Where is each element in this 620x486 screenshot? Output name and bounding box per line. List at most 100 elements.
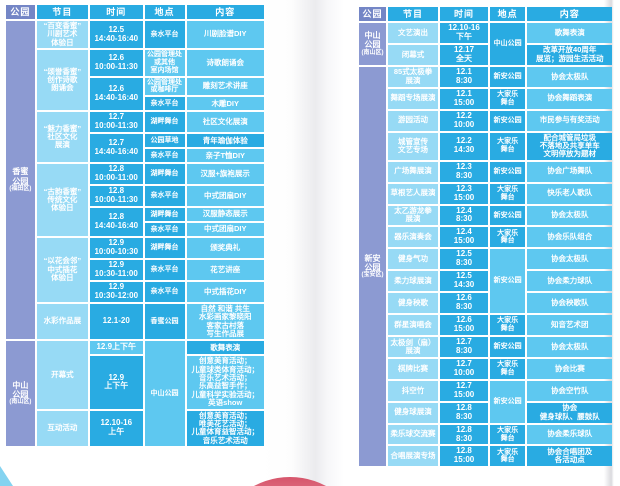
time-cell: 12.9 上下午 bbox=[90, 356, 143, 409]
time-cell: 12.9 10:30-11:00 bbox=[90, 259, 143, 280]
program-cell: 太乙游龙拳 展演 bbox=[387, 205, 439, 226]
content-cell: 木雕DIY bbox=[186, 97, 264, 111]
location-cell: 大家乐 舞台 bbox=[489, 183, 526, 204]
schedule-row: 12.8 14:40-16:40 湖畔舞台 汉服静态展示 bbox=[6, 208, 264, 237]
schedule-row: 太极剑（扇） 展演 12.7 8:30 新安公园 协会太极队 bbox=[359, 336, 612, 357]
location-cell: 香蜜公园 bbox=[144, 303, 185, 340]
content-cell: 协会秧歌队 bbox=[527, 293, 612, 314]
schedule-row: 闭幕式 12.17 全天 改革开放40周年 展览；游园生活活动 bbox=[359, 44, 612, 65]
content-cell: 社区文化展演 bbox=[186, 112, 264, 133]
park-cell: 中山 公园 (南山区) bbox=[359, 23, 386, 65]
program-cell: 合唱展演专场 bbox=[387, 446, 439, 467]
time-cell: 12.10-16 上午 bbox=[90, 410, 143, 447]
time-cell: 12.4 15:00 bbox=[440, 227, 488, 248]
schedule-row: 太乙游龙拳 展演 12.4 8:30 新安公园 协会太极队 bbox=[359, 205, 612, 226]
content-cell: 亲子T恤DIY bbox=[186, 149, 264, 163]
schedule-row: “颂誉香蜜” 创作诗歌 朗诵会 12.6 10:00-11:30 公园管理处 或其他… bbox=[6, 50, 264, 111]
content-cell: 中式团扇DIY bbox=[186, 186, 264, 207]
program-cell: 健身气功 bbox=[387, 249, 439, 270]
col-header-5: 内容 bbox=[527, 7, 612, 21]
location-cell: 亲水平台 bbox=[144, 149, 185, 163]
content-cell: 知音艺术团 bbox=[527, 315, 612, 335]
schedule-row: 合唱展演专场 12.8 15:00 大家乐 舞台 协会合唱团及 各活动点 bbox=[359, 446, 612, 467]
time-cell: 12.7 10:00 bbox=[440, 358, 488, 379]
content-cell: 配合城管局垃圾 不落地及共享单车 文明停放为题材 bbox=[527, 132, 612, 160]
col-header-1: 公园 bbox=[6, 5, 35, 19]
program-cell: “百变香蜜” 川剧艺术 体验日 bbox=[36, 21, 88, 49]
park-name: 香蜜 公园 bbox=[12, 167, 29, 186]
program-cell: “以花会邻” 中式插花 体验日 bbox=[36, 238, 88, 302]
schedule-row: 亲水平台 木雕DIY bbox=[6, 97, 264, 111]
location-cell: 新安公园 bbox=[489, 110, 526, 131]
schedule-row: “魅力香蜜” 社区文化 展演 12.7 10:00-11:30 湖畔舞台 社区文化展演 bbox=[6, 112, 264, 163]
content-cell: 花艺讲座 bbox=[186, 259, 264, 280]
program-cell: 文艺演出 bbox=[387, 23, 439, 43]
time-cell: 12.6 8:30 bbox=[440, 293, 488, 314]
time-cell: 12.5 14:30 bbox=[440, 271, 488, 292]
schedule-row: 12.9 10:30-12:00 亲水平台 中式插花DIY bbox=[6, 281, 264, 302]
time-cell: 12.4 8:30 bbox=[440, 205, 488, 226]
content-cell: 协会广场舞队 bbox=[527, 161, 612, 182]
content-cell: 青年瑜伽体验 bbox=[186, 134, 264, 148]
park-name: 中山 公园 bbox=[364, 31, 381, 50]
right-schedule: 公园 节目 时间 地点 内容 中山 公园 (南山区) 文艺演出 12.10-16 下午 中山公园歌… bbox=[357, 5, 614, 468]
program-cell: 水彩作品展 bbox=[36, 303, 88, 340]
schedule-table-right: 公园 节目 时间 地点 内容 中山 公园 (南山区) 文艺演出 12.10-16 下午 中山公园歌… bbox=[357, 5, 614, 468]
schedule-row: 12.9 上下午 创意美育活动； 儿童球类体育活动； 音乐艺术活动； 乐高益智手作… bbox=[6, 356, 264, 409]
left-schedule: 公园 节目 时间 地点 内容 香蜜 公园 (福田区) “百变香蜜” 川剧艺术 体验日 12.5 … bbox=[4, 3, 266, 448]
corner-triangle-decoration bbox=[0, 466, 13, 486]
col-header-3: 时间 bbox=[440, 7, 488, 21]
location-cell: 大家乐 舞台 bbox=[489, 227, 526, 248]
time-cell: 12.6 14:40-16:40 bbox=[90, 77, 143, 111]
time-cell: 12.6 10:00-11:30 bbox=[90, 50, 143, 76]
schedule-row: 亲水平台 中式团扇DIY bbox=[6, 223, 264, 237]
content-cell: 汉服静态展示 bbox=[186, 208, 264, 222]
content-cell: 歌舞表演 bbox=[186, 341, 264, 355]
program-cell: 健身球展演 bbox=[387, 402, 439, 423]
content-cell: 协会太极队 bbox=[527, 249, 612, 270]
program-cell: 器乐演奏会 bbox=[387, 227, 439, 248]
park-cell: 香蜜 公园 (福田区) bbox=[6, 21, 35, 340]
schedule-row: 棋牌比赛 12.7 10:00 大家乐 舞台 协会比赛 bbox=[359, 358, 612, 379]
location-cell: 亲水平台 bbox=[144, 223, 185, 237]
time-cell: 12.10-16 下午 bbox=[440, 23, 488, 43]
location-cell: 大家乐 舞台 bbox=[489, 132, 526, 160]
schedule-row: 广场舞展演 12.3 8:30 新安公园 协会广场舞队 bbox=[359, 161, 612, 182]
content-cell: 歌舞表演 bbox=[527, 23, 612, 43]
col-header-4: 地点 bbox=[144, 5, 185, 19]
content-cell: 协会乐队组合 bbox=[527, 227, 612, 248]
schedule-row: 健身秧歌 12.6 8:30 协会秧歌队 bbox=[359, 293, 612, 314]
program-cell: 棋牌比赛 bbox=[387, 358, 439, 379]
content-cell: 协会太极队 bbox=[527, 205, 612, 226]
location-cell: 湖畔舞台 bbox=[144, 208, 185, 222]
schedule-row: 健身球展演 12.8 8:30 协会 健身球队、腰鼓队 bbox=[359, 402, 612, 423]
program-cell: 闭幕式 bbox=[387, 44, 439, 65]
schedule-row: 柔力球展演 12.5 14:30 协会柔力球队 bbox=[359, 271, 612, 292]
time-cell: 12.1 8:30 bbox=[440, 66, 488, 87]
content-cell: 协会 健身球队、腰鼓队 bbox=[527, 402, 612, 423]
location-cell: 大家乐 舞台 bbox=[489, 315, 526, 335]
time-cell: 12.7 14:40-16:40 bbox=[90, 134, 143, 163]
program-cell: 柔乐球交流赛 bbox=[387, 424, 439, 445]
col-header-2: 节目 bbox=[36, 5, 88, 19]
schedule-row: 城管宣传 文艺专场 12.2 14:30 大家乐 舞台 配合城管局垃圾 不落地及共享单… bbox=[359, 132, 612, 160]
schedule-row: 12.7 14:40-16:40 公园草地 青年瑜伽体验 bbox=[6, 134, 264, 163]
park-name: 新安 公园 bbox=[364, 253, 381, 272]
program-cell: 城管宣传 文艺专场 bbox=[387, 132, 439, 160]
schedule-row: 舞蹈专场展演 12.1 15:00 大家乐 舞台 协会舞蹈表演 bbox=[359, 88, 612, 109]
program-cell: 开幕式 bbox=[36, 341, 88, 409]
content-cell: 自然 和谐 共生 水彩画家黎晓阳 客家古村落 写生作品展 bbox=[186, 303, 264, 340]
location-cell: 湖畔舞台 bbox=[144, 238, 185, 258]
col-header-2: 节目 bbox=[387, 7, 439, 21]
time-cell: 12.2 14:30 bbox=[440, 132, 488, 160]
pink-swoosh-decoration bbox=[226, 477, 354, 486]
park-district: (南山区) bbox=[9, 399, 32, 406]
program-cell: 草根艺人展演 bbox=[387, 183, 439, 204]
program-cell: “古韵香蜜” 传统文化 体验日 bbox=[36, 164, 88, 237]
col-header-4: 地点 bbox=[489, 7, 526, 21]
col-header-3: 时间 bbox=[90, 5, 143, 19]
location-cell: 亲水平台 bbox=[144, 281, 185, 302]
program-cell: “颂誉香蜜” 创作诗歌 朗诵会 bbox=[36, 50, 88, 111]
location-cell: 大家乐 舞台 bbox=[489, 88, 526, 109]
time-cell: 12.1-20 bbox=[90, 303, 143, 340]
